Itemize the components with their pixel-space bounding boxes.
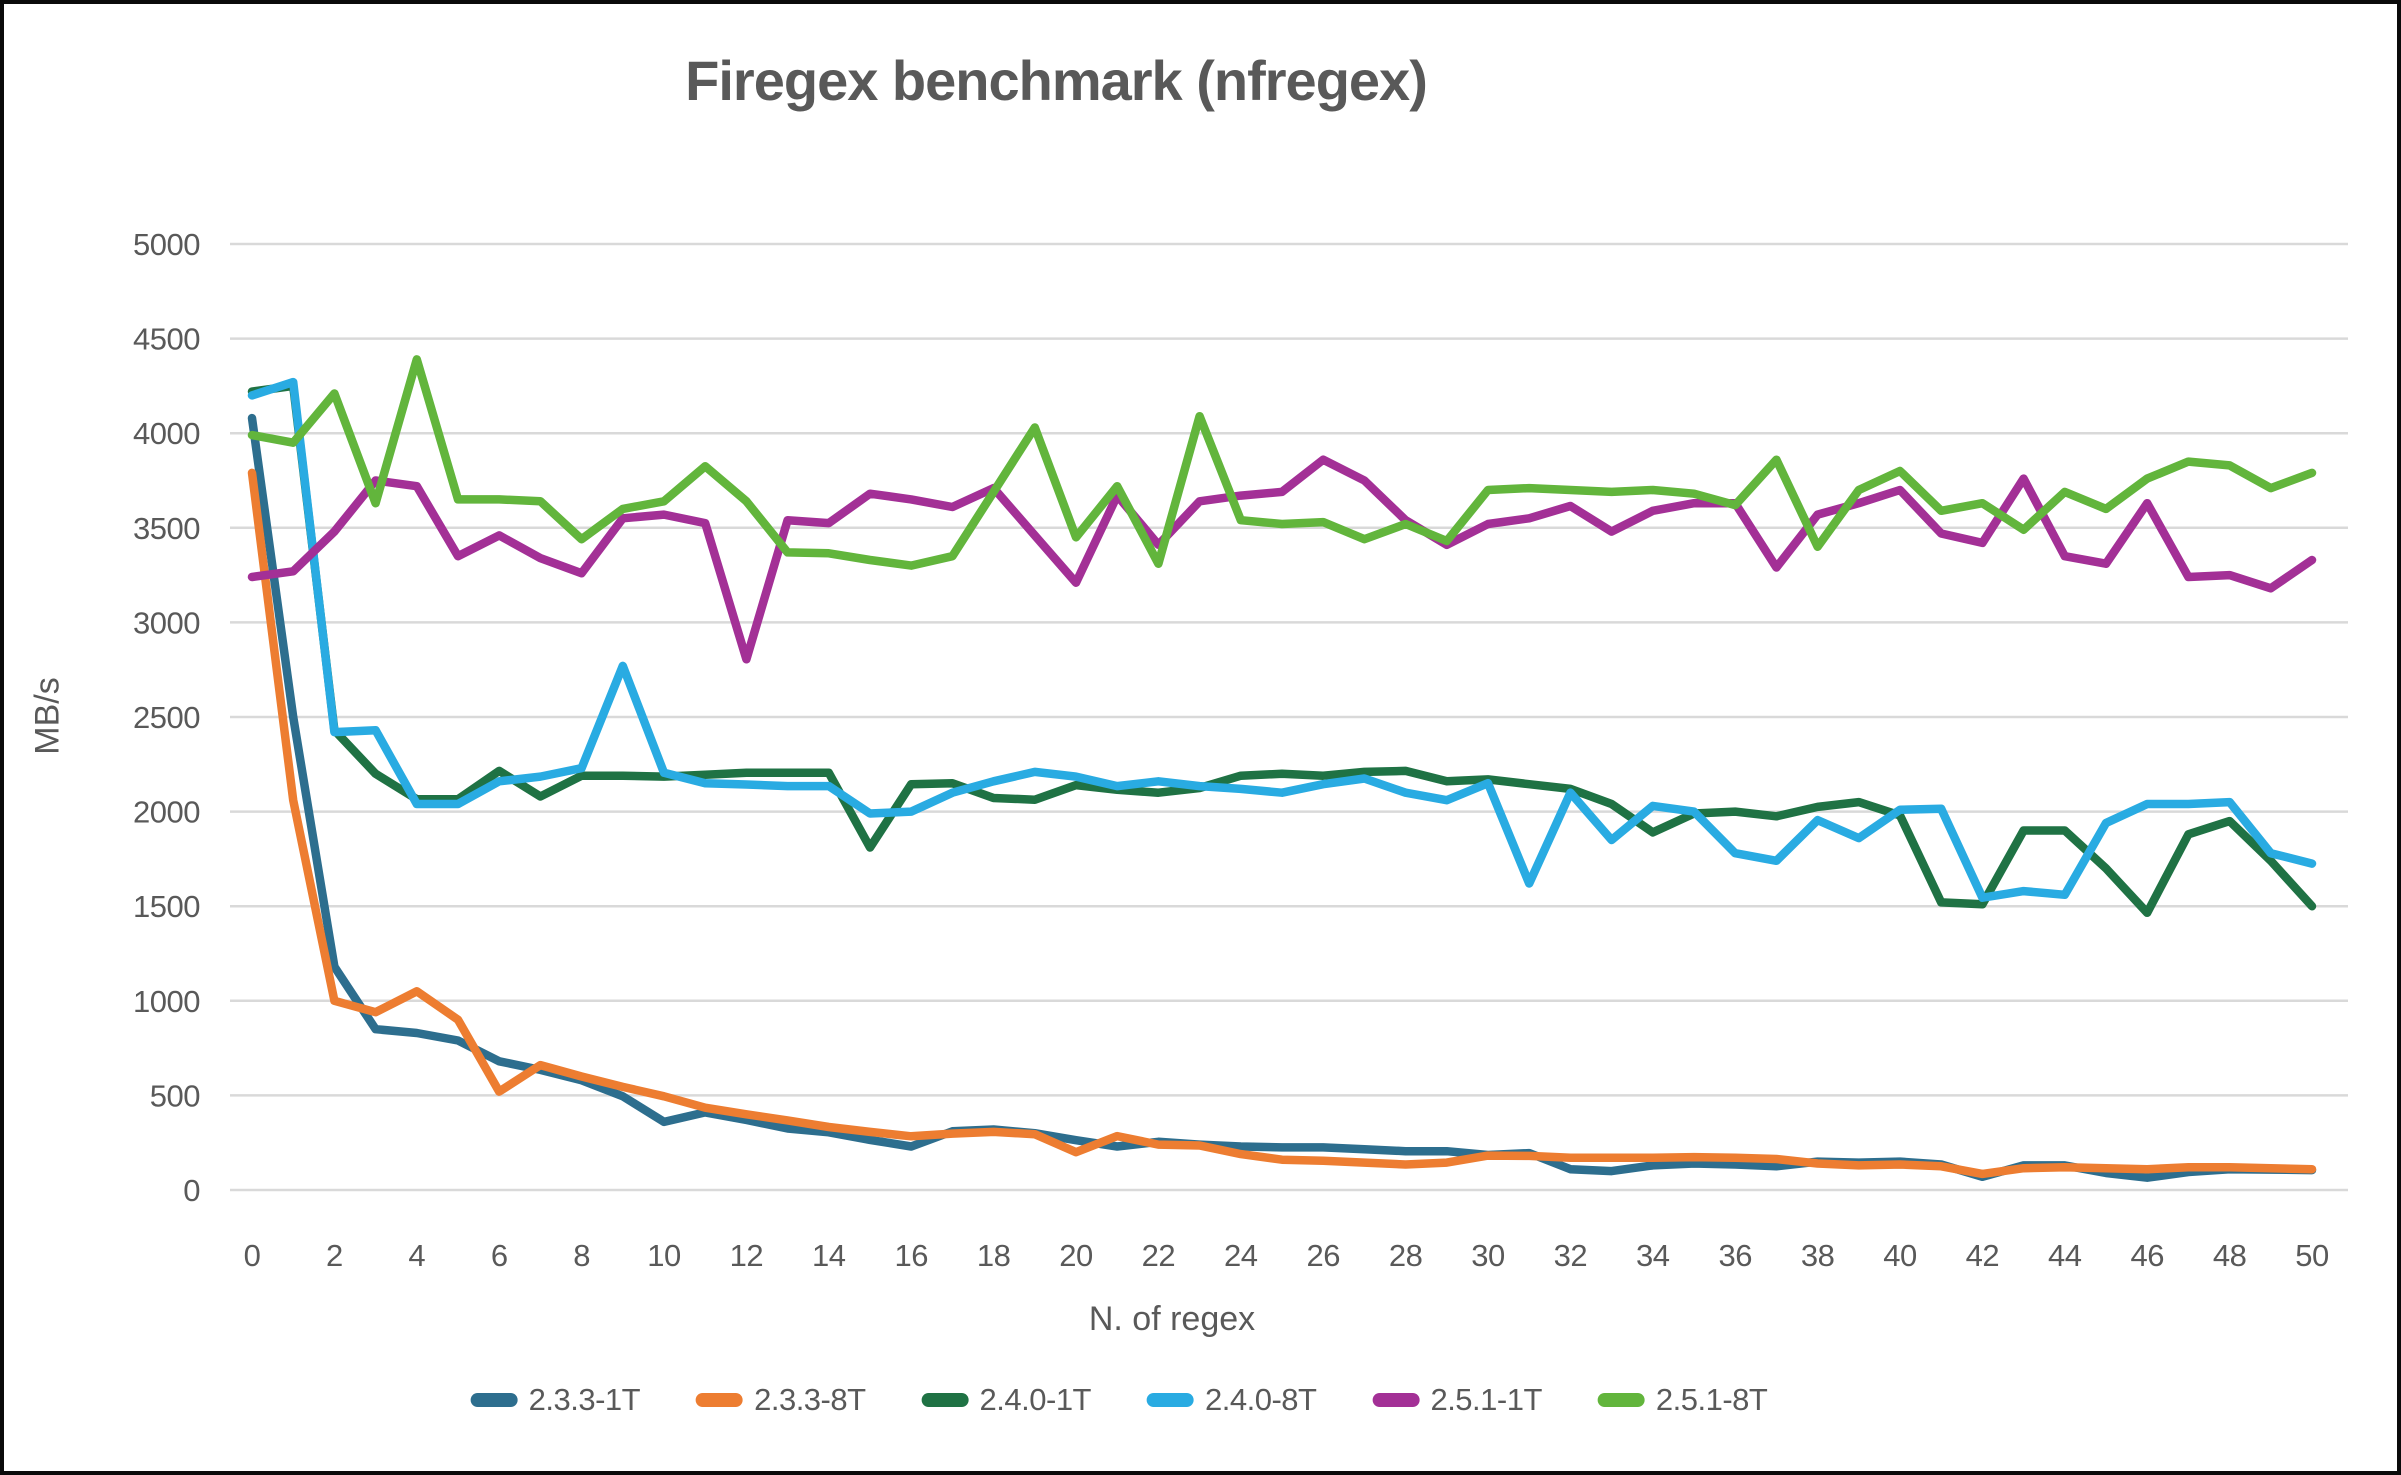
legend-swatch-icon-2.4.0-8T [1147,1393,1194,1407]
x-tick-label-34: 34 [1636,1238,1670,1273]
x-tick-label-12: 12 [730,1238,763,1273]
x-tick-label-22: 22 [1142,1238,1175,1273]
x-tick-label-0: 0 [244,1238,261,1273]
series-line-2.4.0-8T [247,377,2317,902]
legend: 2.3.3-1T 2.3.3-8T 2.4.0-1T 2.4.0-8T 2.5.1-1T… [470,1382,1768,1418]
series-line-2.5.1-8T [247,355,2317,570]
y-tick-label-3500: 3500 [133,511,200,546]
chart-title: Firegex benchmark (nfregex) [685,49,1428,112]
x-tick-label-24: 24 [1224,1238,1258,1273]
x-tick-label-44: 44 [2048,1238,2082,1273]
x-tick-label-14: 14 [812,1238,846,1273]
legend-swatch-icon-2.3.3-1T [470,1393,518,1407]
x-tick-label-4: 4 [408,1238,425,1273]
x-axis-title: N. of regex [1088,1300,1256,1338]
legend-item-2.3.3-8T: 2.3.3-8T [696,1382,866,1418]
x-tick-label-8: 8 [573,1238,590,1273]
series-line-2.5.1-1T [247,455,2317,664]
x-tick-label-50: 50 [2295,1238,2329,1273]
x-tick-label-18: 18 [977,1238,1010,1273]
legend-swatch-icon-2.5.1-1T [1372,1393,1420,1407]
x-tick-label-42: 42 [1966,1238,1999,1273]
legend-swatch-icon-2.5.1-8T [1597,1393,1645,1407]
x-tick-label-6: 6 [491,1238,508,1273]
y-tick-label-0: 0 [183,1173,200,1208]
x-tick-label-40: 40 [1883,1238,1917,1273]
x-tick-label-30: 30 [1471,1238,1505,1273]
y-tick-label-2000: 2000 [133,795,200,830]
legend-item-2.4.0-8T: 2.4.0-8T [1147,1382,1317,1418]
x-tick-label-10: 10 [647,1238,681,1273]
x-tick-label-20: 20 [1059,1238,1093,1273]
x-tick-label-16: 16 [894,1238,927,1273]
legend-label-2.3.3-1T: 2.3.3-1T [528,1382,641,1417]
y-tick-label-5000: 5000 [133,227,200,262]
legend-item-2.5.1-1T: 2.5.1-1T [1372,1382,1542,1418]
y-tick-label-2500: 2500 [133,700,200,735]
y-tick-label-1500: 1500 [133,889,200,924]
x-tick-label-28: 28 [1389,1238,1422,1273]
series-line-2.3.3-1T [247,413,2317,1182]
legend-item-2.4.0-1T: 2.4.0-1T [921,1382,1092,1418]
series-line-2.3.3-8T [247,468,2317,1179]
legend-swatch-icon-2.4.0-1T [921,1393,969,1407]
plot-area: 0500100015002000250030003500400045005000… [133,227,2348,1273]
y-tick-label-1000: 1000 [133,984,200,1019]
y-tick-label-4000: 4000 [133,416,200,451]
legend-label-2.5.1-1T: 2.5.1-1T [1430,1382,1542,1417]
x-tick-label-32: 32 [1554,1238,1587,1273]
y-axis-title: MB/s [28,677,67,755]
legend-item-2.3.3-1T: 2.3.3-1T [470,1382,641,1418]
x-tick-label-36: 36 [1718,1238,1751,1273]
y-tick-label-3000: 3000 [133,605,200,640]
legend-label-2.4.0-1T: 2.4.0-1T [979,1382,1092,1417]
x-tick-label-46: 46 [2130,1238,2163,1273]
series-line-2.4.0-1T [247,381,2317,918]
x-tick-label-48: 48 [2213,1238,2246,1273]
legend-label-2.5.1-8T: 2.5.1-8T [1655,1382,1768,1417]
legend-swatch-icon-2.3.3-8T [696,1393,744,1407]
x-tick-label-26: 26 [1306,1238,1339,1273]
x-tick-label-38: 38 [1801,1238,1834,1273]
legend-item-2.5.1-8T: 2.5.1-8T [1597,1382,1768,1418]
legend-label-2.4.0-8T: 2.4.0-8T [1205,1382,1317,1417]
x-tick-label-2: 2 [326,1238,343,1273]
legend-label-2.3.3-8T: 2.3.3-8T [754,1382,866,1417]
y-tick-label-4500: 4500 [133,322,200,357]
y-tick-label-500: 500 [150,1078,200,1113]
